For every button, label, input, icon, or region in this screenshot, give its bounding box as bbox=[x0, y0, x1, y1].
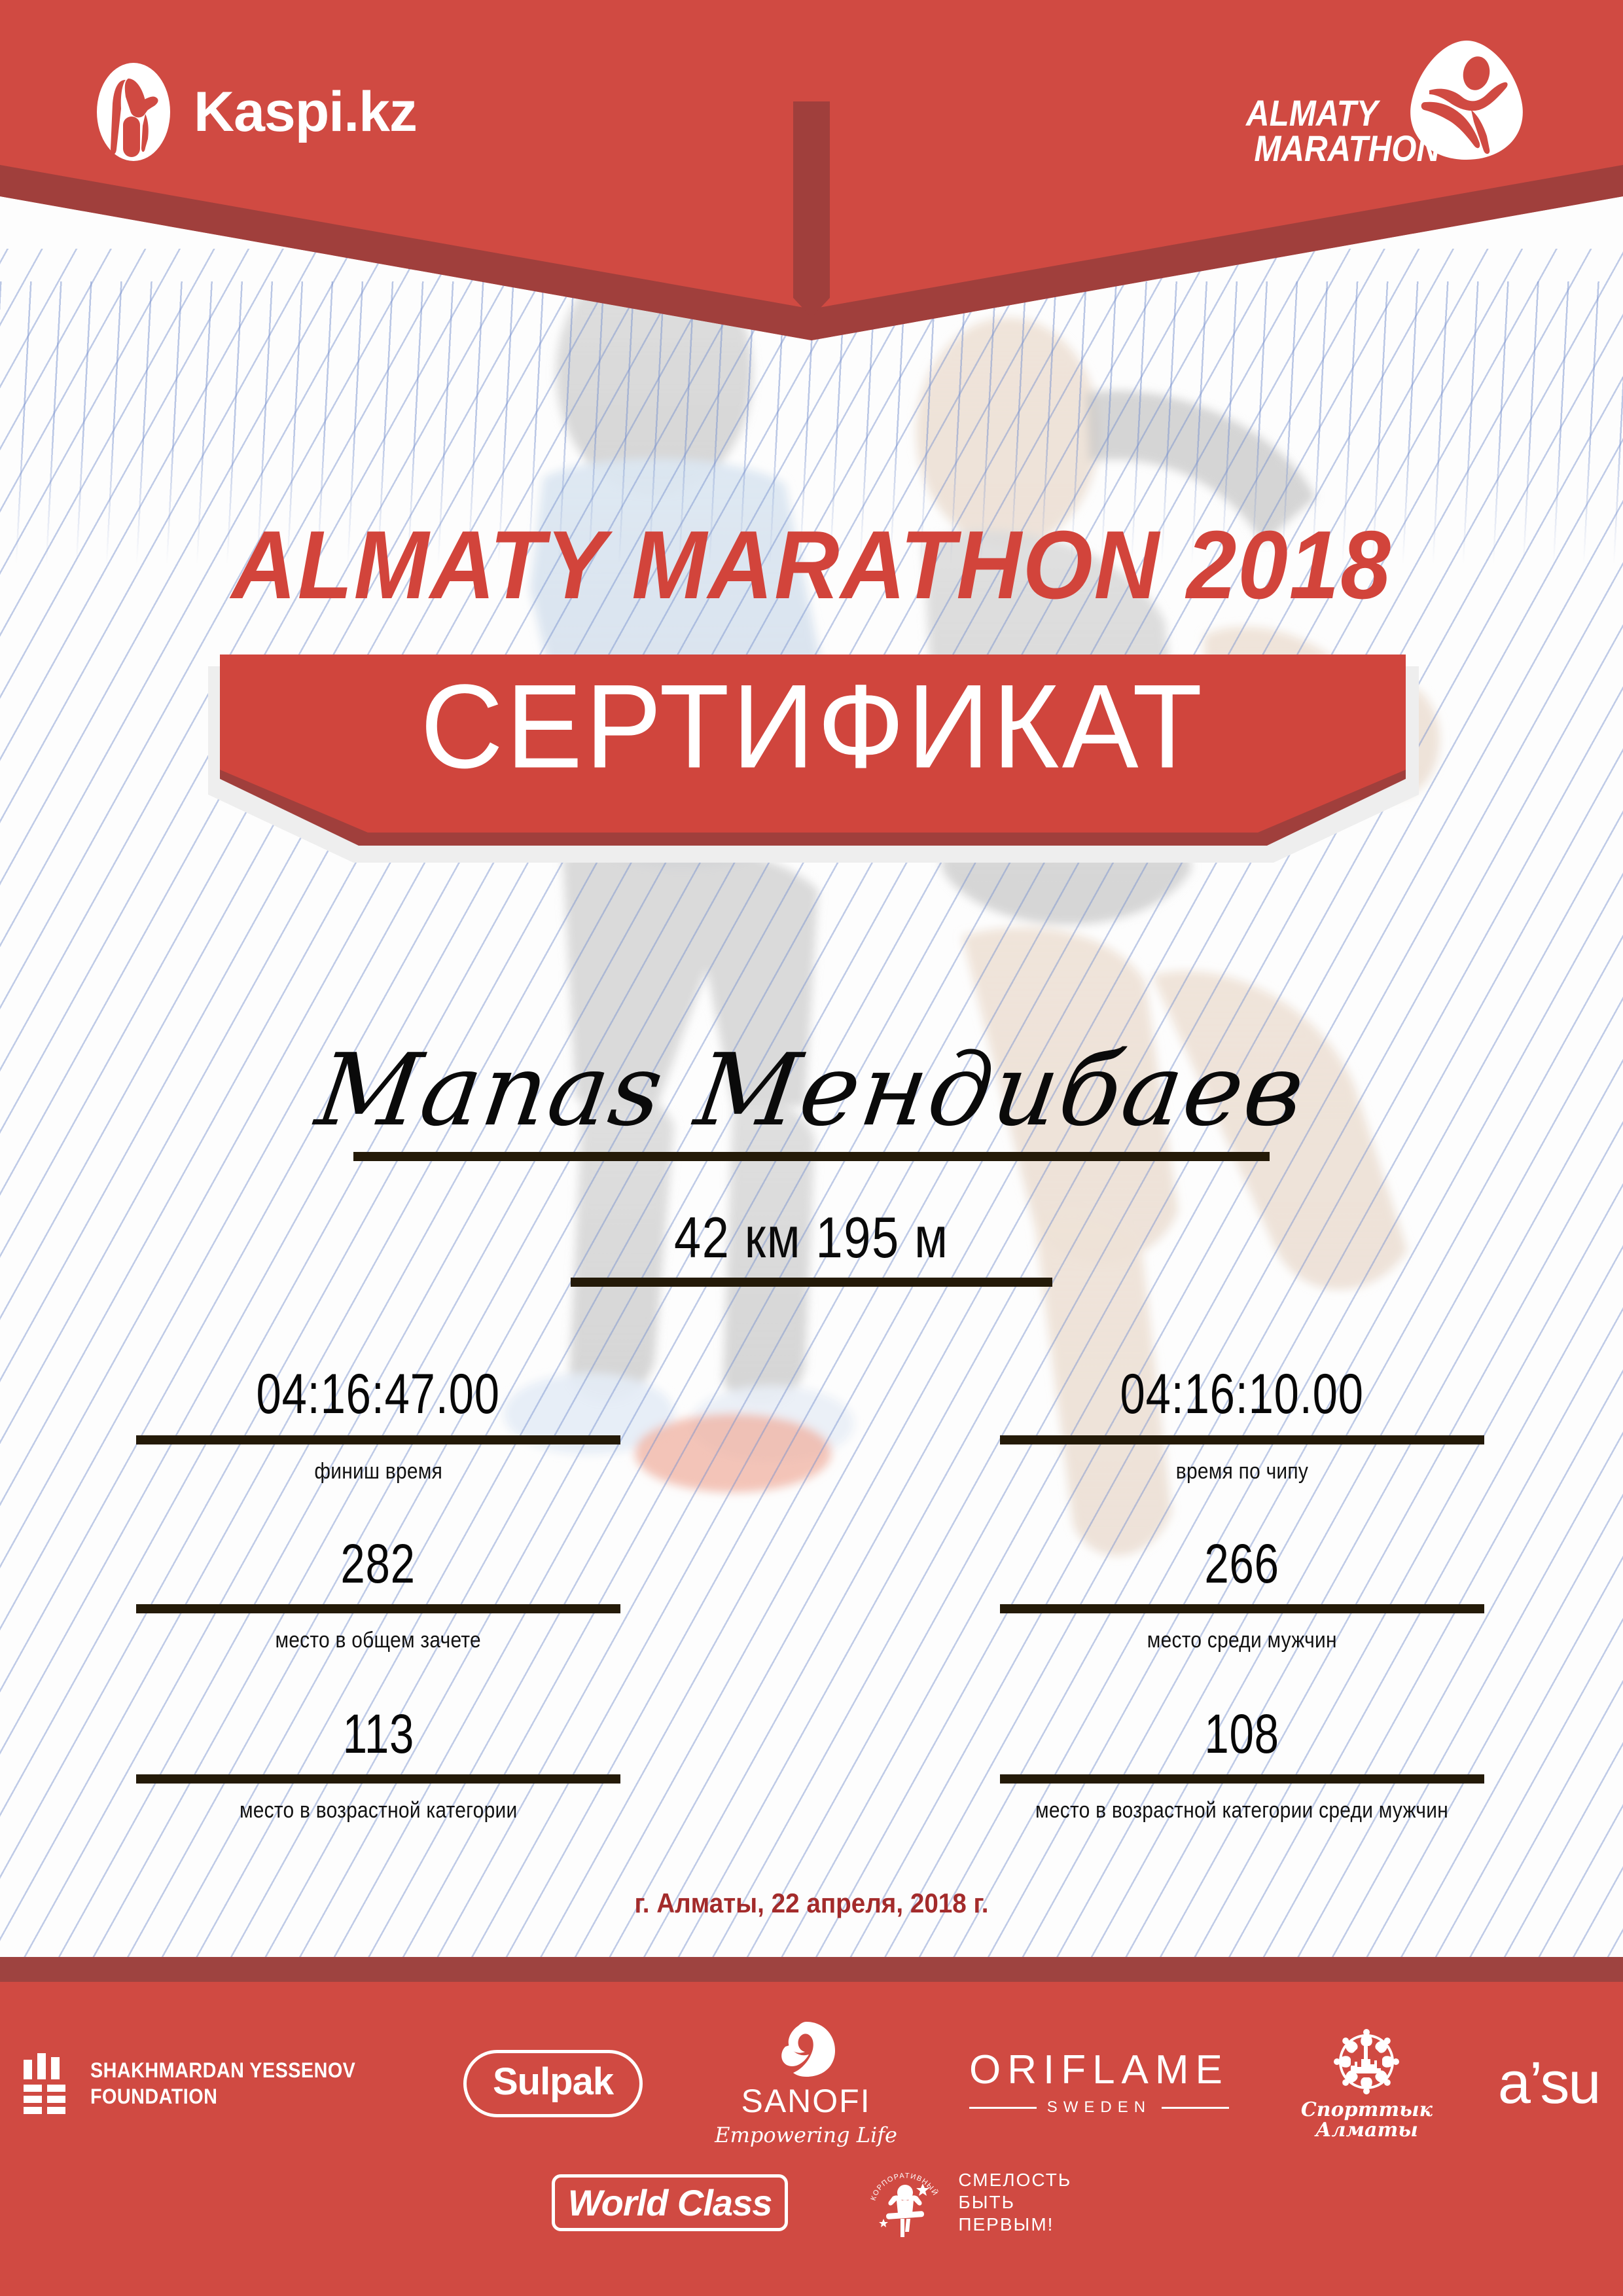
result-value: 108 bbox=[1204, 1703, 1280, 1765]
banner-shape: СЕРТИФИКАТ bbox=[220, 655, 1406, 833]
results-grid: 04:16:47.00 финиш время 04:16:10.00 врем… bbox=[0, 1365, 1623, 1875]
participant-name-block: Manas Мендибаев bbox=[0, 1032, 1623, 1148]
sponsor-name: World Class bbox=[567, 2181, 773, 2223]
result-label: место в возрастной категории среди мужчи… bbox=[1035, 1798, 1449, 1823]
header: Kaspi.kz ALMATY MARATHON bbox=[0, 0, 1623, 340]
result-label: место в возрастной категории bbox=[239, 1798, 518, 1823]
sponsor-sub: SWEDEN bbox=[1046, 2098, 1152, 2116]
sponsor-name: Sulpak bbox=[492, 2060, 614, 2103]
sponsor-name: SANOFI bbox=[741, 2083, 871, 2119]
sponsor-sporttyk-almaty[interactable]: Спорттык Алматы bbox=[1301, 2026, 1433, 2141]
result-label: место в общем зачете bbox=[275, 1628, 482, 1653]
distance-block: 42 км 195 м bbox=[0, 1204, 1623, 1271]
kaspi-mark-icon bbox=[97, 63, 170, 161]
almaty-marathon-logo[interactable]: ALMATY MARATHON bbox=[1246, 39, 1527, 190]
participant-name: Manas Мендибаев bbox=[310, 1032, 1313, 1148]
footer-accent-band bbox=[0, 1957, 1623, 1982]
sponsor-name-line2: FOUNDATION bbox=[90, 2085, 217, 2108]
participant-name-rule bbox=[353, 1152, 1270, 1161]
document-type-label: СЕРТИФИКАТ bbox=[420, 660, 1205, 793]
results-row: 282 место в общем зачете 266 место среди… bbox=[0, 1535, 1623, 1705]
result-cell-finish-time: 04:16:47.00 финиш время bbox=[136, 1365, 620, 1484]
sponsor-tagline: Empowering Life bbox=[715, 2123, 897, 2147]
certificate-banner: СЕРТИФИКАТ bbox=[0, 655, 1623, 877]
result-rule bbox=[136, 1604, 620, 1614]
sponsor-sanofi[interactable]: SANOFI Empowering Life bbox=[715, 2019, 897, 2147]
sponsor-name: a’su bbox=[1497, 2050, 1601, 2116]
sponsor-row-1: SHAKHMARDAN YESSENOV FOUNDATION Sulpak S… bbox=[0, 2022, 1623, 2147]
results-row: 113 место в возрастной категории 108 мес… bbox=[0, 1705, 1623, 1875]
result-rule bbox=[136, 1435, 620, 1445]
header-center-tab bbox=[793, 101, 830, 317]
sanofi-bird-icon bbox=[776, 2019, 836, 2079]
result-value: 266 bbox=[1204, 1533, 1280, 1594]
kaspi-logo[interactable]: Kaspi.kz bbox=[97, 63, 418, 161]
result-value: 113 bbox=[342, 1703, 414, 1765]
city-wreath-icon bbox=[1331, 2026, 1402, 2097]
sponsor-name-line2: БЫТЬ bbox=[958, 2191, 1016, 2212]
result-cell-chip-time: 04:16:10.00 время по чипу bbox=[1000, 1365, 1484, 1484]
sponsor-sulpak[interactable]: Sulpak bbox=[463, 2049, 643, 2117]
sponsor-name: Спорттык Алматы bbox=[1300, 2098, 1433, 2142]
sponsor-name-line1: СМЕЛОСТЬ bbox=[958, 2169, 1072, 2190]
divider-line bbox=[1162, 2106, 1229, 2109]
result-label: место среди мужчин bbox=[1147, 1628, 1338, 1653]
result-cell-age-group-place: 113 место в возрастной категории bbox=[136, 1705, 620, 1823]
sponsor-name-line1: SHAKHMARDAN YESSENOV bbox=[90, 2058, 355, 2082]
sponsor-name-line1: Спорттык bbox=[1300, 2098, 1433, 2121]
result-label: время по чипу bbox=[1175, 1459, 1309, 1484]
result-cell-overall-place: 282 место в общем зачете bbox=[136, 1535, 620, 1653]
sponsor-row-2: World Class КОРПОРАТИВНЫЙ ФОНД bbox=[0, 2153, 1623, 2251]
result-rule bbox=[136, 1774, 620, 1784]
sponsor-name: СМЕЛОСТЬ БЫТЬ ПЕРВЫМ! bbox=[958, 2169, 1071, 2236]
result-value: 282 bbox=[340, 1533, 416, 1594]
sponsor-name: ORIFLAME bbox=[969, 2047, 1229, 2092]
almaty-marathon-logo-text: ALMATY MARATHON bbox=[1246, 92, 1472, 169]
sponsor-name-line3: ПЕРВЫМ! bbox=[958, 2214, 1054, 2235]
result-rule bbox=[1000, 1604, 1484, 1614]
sponsor-asu[interactable]: a’su bbox=[1497, 2050, 1601, 2117]
sponsor-name-line2: Алматы bbox=[1315, 2119, 1418, 2142]
kaspi-logo-text: Kaspi.kz bbox=[194, 81, 418, 143]
result-cell-men-place: 266 место среди мужчин bbox=[1000, 1535, 1484, 1653]
results-row: 04:16:47.00 финиш время 04:16:10.00 врем… bbox=[0, 1365, 1623, 1535]
footer: SHAKHMARDAN YESSENOV FOUNDATION Sulpak S… bbox=[0, 1957, 1623, 2296]
distance-value: 42 км 195 м bbox=[674, 1205, 949, 1270]
sponsor-yessenov-foundation[interactable]: SHAKHMARDAN YESSENOV FOUNDATION bbox=[23, 2053, 385, 2114]
bar-chart-icon bbox=[23, 2053, 71, 2114]
result-value: 04:16:10.00 bbox=[1120, 1363, 1364, 1426]
divider-line bbox=[969, 2106, 1037, 2109]
result-cell-age-group-men-place: 108 место в возрастной категории среди м… bbox=[1000, 1705, 1484, 1823]
result-value: 04:16:47.00 bbox=[256, 1363, 501, 1426]
almaty-marathon-line2: MARATHON bbox=[1254, 127, 1440, 169]
sponsor-sub-wrap: SWEDEN bbox=[969, 2098, 1229, 2117]
sponsor-name: SHAKHMARDAN YESSENOV FOUNDATION bbox=[90, 2057, 355, 2109]
sponsor-smelost-byt-pervym[interactable]: КОРПОРАТИВНЫЙ ФОНД bbox=[863, 2158, 1071, 2241]
result-rule bbox=[1000, 1435, 1484, 1445]
event-title: ALMATY MARATHON 2018 bbox=[231, 511, 1392, 619]
finish-line-runner-icon: КОРПОРАТИВНЫЙ ФОНД bbox=[863, 2158, 944, 2241]
result-rule bbox=[1000, 1774, 1484, 1784]
almaty-marathon-line1: ALMATY bbox=[1246, 92, 1378, 134]
sponsor-world-class[interactable]: World Class bbox=[551, 2174, 789, 2231]
almaty-marathon-runner-icon bbox=[1406, 39, 1527, 161]
sponsor-oriflame[interactable]: ORIFLAME SWEDEN bbox=[969, 2050, 1229, 2117]
distance-rule bbox=[571, 1278, 1052, 1287]
result-label: финиш время bbox=[314, 1459, 442, 1484]
date-and-place: г. Алматы, 22 апреля, 2018 г. bbox=[634, 1888, 989, 1918]
